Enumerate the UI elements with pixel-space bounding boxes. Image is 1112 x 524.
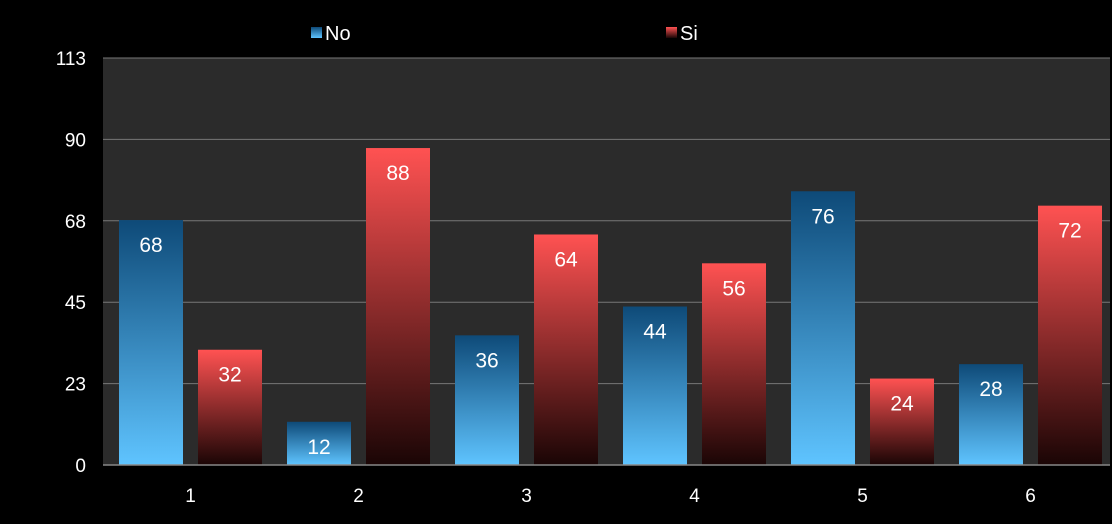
- bar-si-4: [702, 263, 766, 465]
- y-tick-label: 68: [65, 212, 86, 233]
- data-label: 64: [554, 248, 578, 271]
- bar-no-3: [455, 335, 519, 465]
- x-tick-label: 2: [353, 486, 364, 507]
- bar-si-2: [366, 148, 430, 465]
- gridlines: [103, 57, 1110, 385]
- bar-no-6: [959, 364, 1023, 465]
- legend: No Si: [311, 23, 698, 45]
- data-label: 72: [1058, 220, 1081, 243]
- bar-si-6: [1038, 205, 1102, 466]
- y-tick-label: 113: [56, 49, 86, 70]
- y-tick-label: 23: [65, 375, 86, 396]
- x-tick-label: 3: [521, 486, 532, 507]
- data-label: 56: [722, 277, 745, 300]
- y-tick-label: 90: [65, 130, 86, 151]
- bar-no-4: [623, 306, 687, 465]
- x-tick-label: 4: [689, 486, 700, 507]
- data-label: 44: [643, 321, 667, 344]
- bar-no-2: [287, 421, 351, 465]
- data-label: 32: [218, 364, 241, 387]
- bar-no-5: [791, 191, 855, 465]
- data-label: 68: [139, 234, 162, 257]
- data-label: 12: [307, 436, 330, 459]
- bar-si-1: [198, 349, 262, 465]
- x-tick-label: 1: [185, 486, 196, 507]
- legend-swatch-no: [311, 27, 322, 38]
- data-label: 76: [811, 205, 834, 228]
- x-tick-label: 6: [1025, 486, 1036, 507]
- legend-swatch-si: [666, 27, 677, 38]
- legend-label-no: No: [325, 23, 351, 45]
- data-labels: 68 32 12 88 36 64 44 56 76 24 28 72: [139, 162, 1081, 459]
- bar-no-1: [119, 220, 183, 465]
- data-label: 36: [475, 349, 498, 372]
- y-tick-label: 45: [65, 293, 86, 314]
- y-tick-label: 0: [75, 456, 86, 477]
- data-label: 28: [979, 378, 1002, 401]
- bars: [119, 148, 1102, 466]
- bar-si-5: [870, 378, 934, 465]
- data-label: 88: [386, 162, 409, 185]
- x-tick-label: 5: [857, 486, 868, 507]
- data-label: 24: [890, 393, 914, 416]
- bar-si-3: [534, 234, 598, 465]
- plot-area: [103, 58, 1110, 465]
- legend-label-si: Si: [680, 23, 698, 45]
